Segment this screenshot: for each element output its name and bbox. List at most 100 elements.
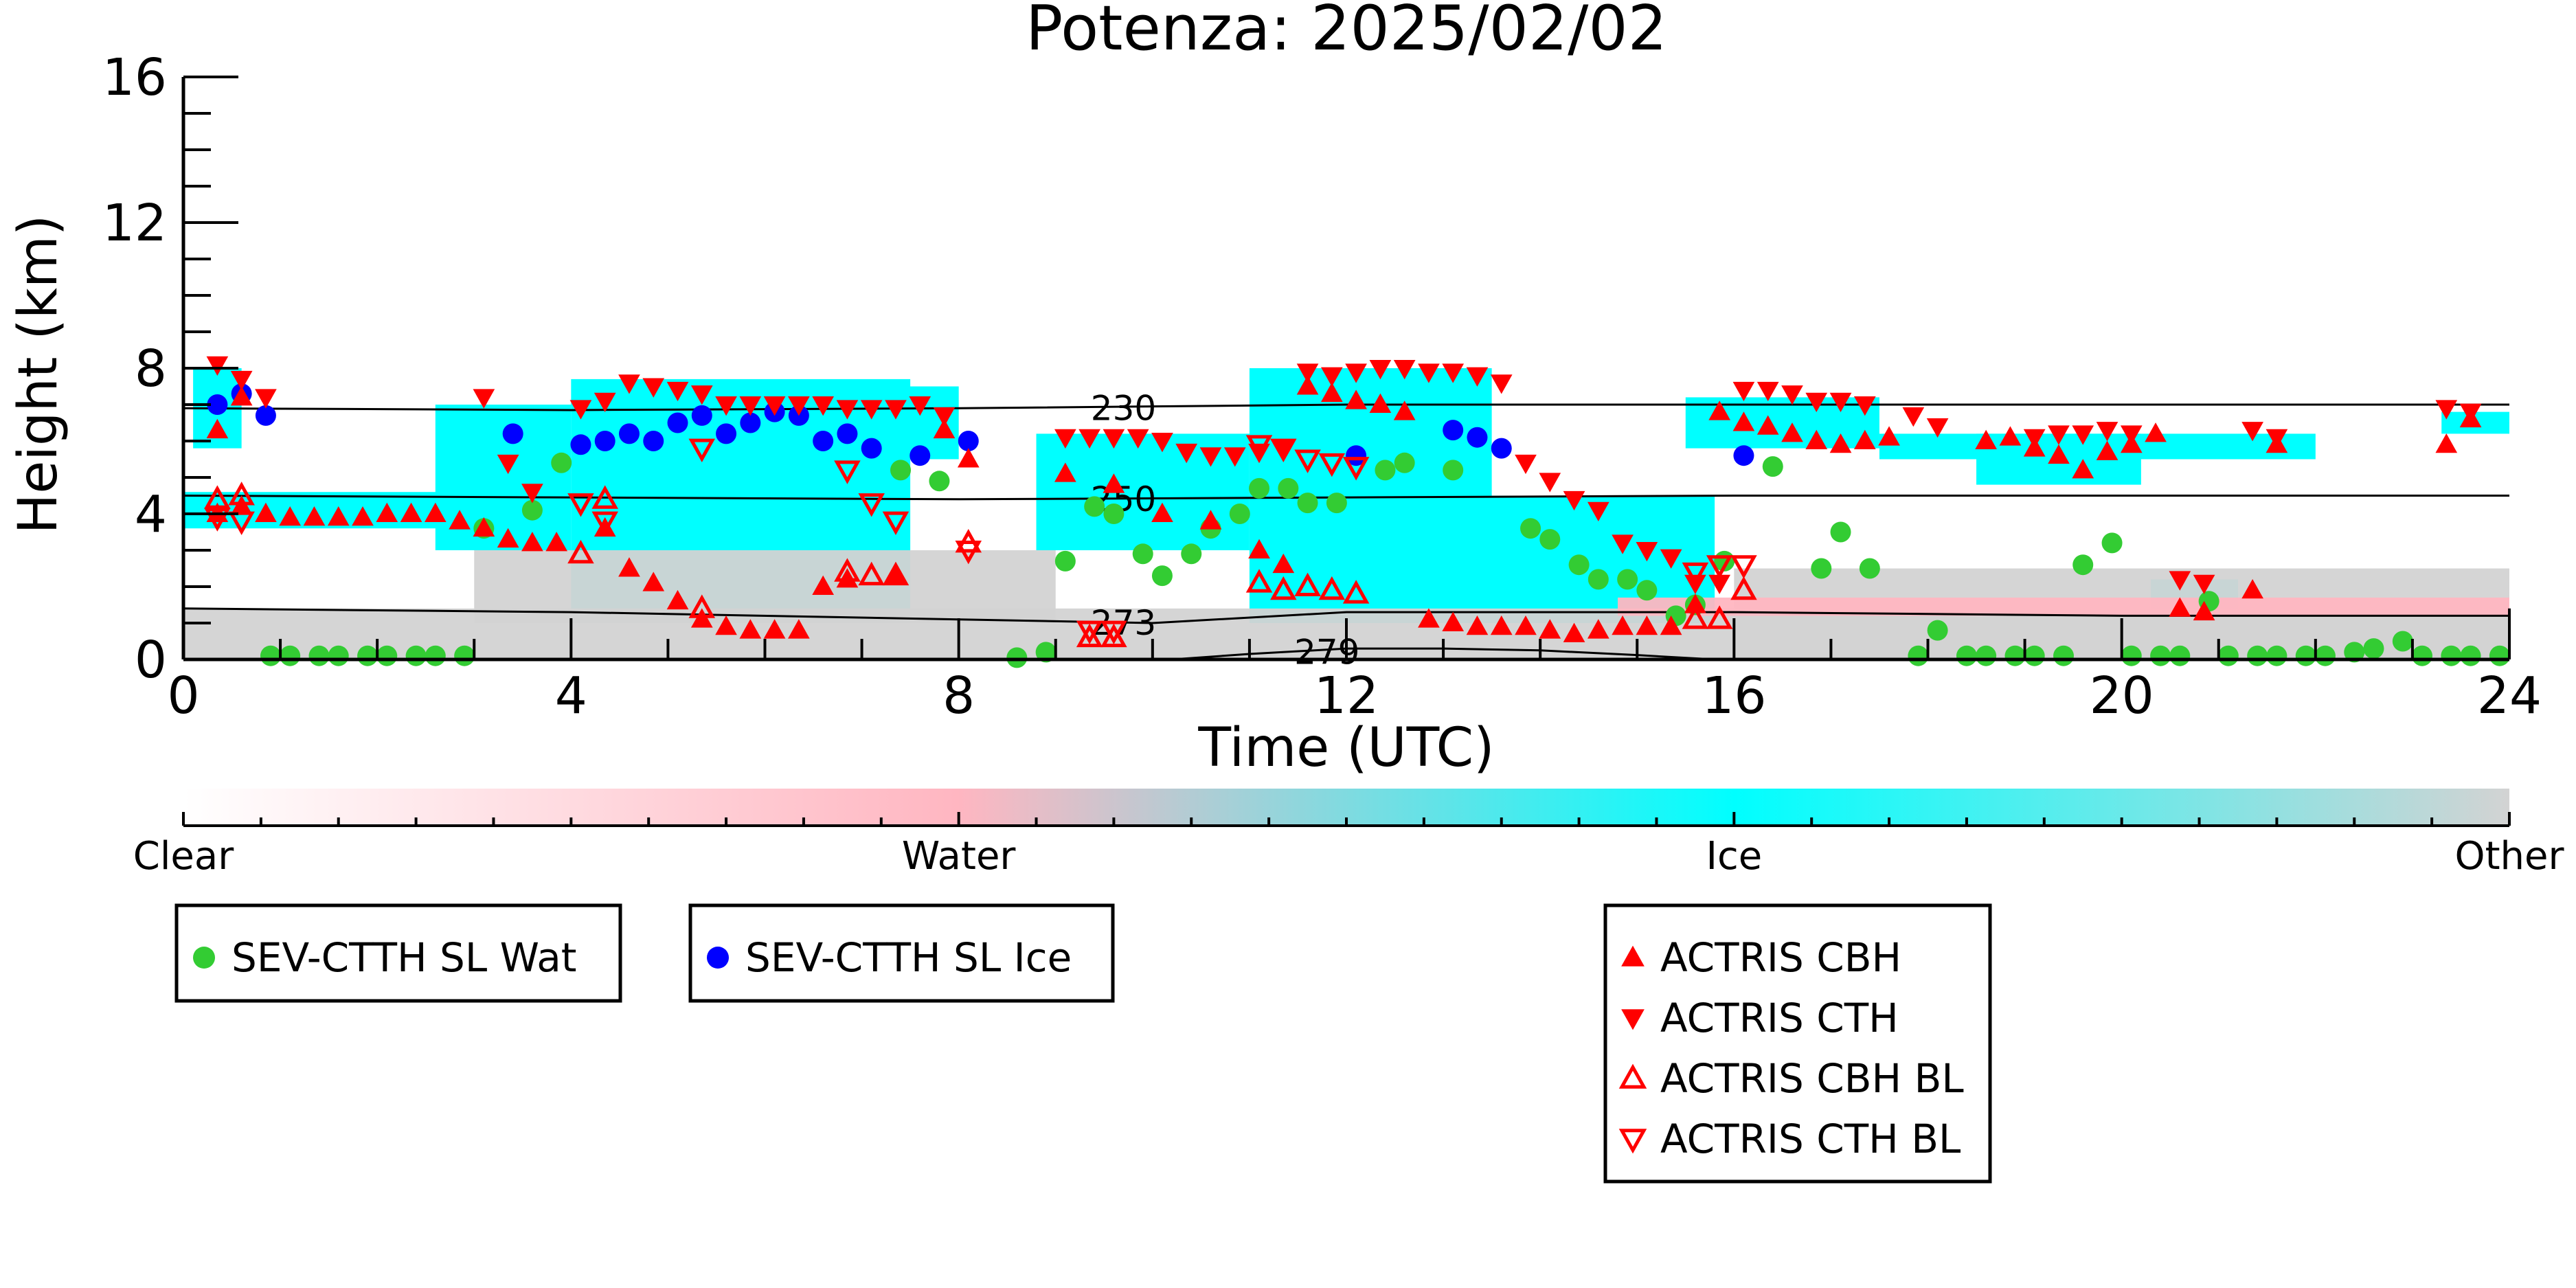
marker-sev-ctth-sl-wat [2363, 638, 2384, 659]
marker-actris-cbh [1272, 553, 1295, 574]
marker-actris-cth [642, 378, 665, 398]
legend-marker [707, 947, 729, 969]
marker-sev-ctth-sl-wat [1229, 504, 1250, 524]
marker-actris-cth [715, 396, 737, 416]
marker-sev-ctth-sl-wat [1568, 554, 1590, 576]
marker-actris-cbh [2169, 597, 2191, 617]
marker-actris-cth [618, 374, 640, 394]
marker-sev-ctth-sl-wat [2314, 645, 2336, 666]
marker-sev-ctth-sl-ice [502, 423, 523, 444]
marker-sev-ctth-sl-wat [2392, 631, 2413, 652]
marker-sev-ctth-sl-ice [958, 431, 979, 451]
marker-sev-ctth-sl-ice [861, 438, 882, 459]
marker-actris-cth-bl [858, 493, 885, 517]
marker-actris-cth-bl [1270, 438, 1297, 463]
marker-actris-cbh [1612, 615, 1634, 635]
marker-actris-cbh [1418, 608, 1440, 628]
marker-sev-ctth-sl-ice [813, 431, 834, 451]
marker-actris-cth [860, 400, 883, 420]
marker-actris-cbh [1708, 400, 1731, 420]
legend-marker [1621, 1009, 1645, 1030]
marker-actris-cbh [1490, 615, 1513, 635]
marker-actris-cth-bl [567, 493, 594, 517]
marker-actris-cth [1926, 418, 1949, 438]
marker-sev-ctth-sl-wat [376, 645, 398, 666]
marker-sev-ctth-sl-ice [837, 423, 858, 444]
marker-actris-cbh [739, 619, 762, 639]
marker-actris-cbh [327, 506, 350, 526]
y-tick-label: 8 [135, 339, 167, 398]
marker-actris-cth-bl [1076, 620, 1103, 645]
marker-actris-cbh [812, 575, 835, 595]
marker-actris-cbh [1296, 375, 1319, 395]
marker-sev-ctth-sl-wat [1151, 565, 1173, 587]
marker-sev-ctth-sl-wat [1084, 496, 1105, 517]
marker-actris-cth-bl [1682, 562, 1709, 587]
marker-actris-cbh [424, 502, 447, 522]
marker-actris-cbh-bl [1294, 572, 1321, 596]
marker-actris-cth [836, 400, 859, 420]
marker-sev-ctth-sl-wat [1326, 493, 1347, 514]
marker-sev-ctth-sl-wat [1181, 543, 1202, 565]
marker-actris-cth-bl [882, 511, 909, 536]
marker-actris-cbh [497, 528, 519, 548]
marker-actris-cbh-bl [567, 539, 594, 564]
legend-marker [1618, 1063, 1647, 1089]
marker-sev-ctth-sl-wat [2412, 645, 2433, 666]
marker-sev-ctth-sl-wat [328, 645, 349, 666]
marker-sev-ctth-sl-wat [425, 645, 446, 666]
marker-actris-cbh [473, 517, 495, 537]
marker-actris-cth [1853, 396, 1876, 416]
marker-actris-cth [2266, 429, 2288, 449]
marker-sev-ctth-sl-ice [1443, 420, 1464, 441]
marker-actris-cbh [2435, 433, 2458, 453]
marker-actris-cth-bl [228, 511, 255, 536]
marker-sev-ctth-sl-wat [1859, 558, 1880, 579]
marker-actris-cbh [1684, 594, 1706, 613]
contour-label-279: 279 [1294, 632, 1359, 672]
legend-label: ACTRIS CTH [1660, 995, 1899, 1041]
marker-actris-cth [569, 400, 592, 420]
marker-sev-ctth-sl-ice [1467, 427, 1488, 448]
marker-sev-ctth-sl-wat [1035, 642, 1057, 663]
marker-sev-ctth-sl-wat [2150, 645, 2171, 666]
legends: SEV-CTTH SL Wat SEV-CTTH SL Ice ACTRIS CBH… [174, 903, 1992, 1184]
marker-actris-cbh [836, 568, 859, 588]
marker-actris-cbh [1103, 473, 1125, 493]
marker-actris-cbh [1563, 622, 1585, 642]
marker-sev-ctth-sl-ice [716, 423, 737, 444]
x-tick-label: 8 [942, 666, 975, 725]
marker-sev-ctth-sl-wat [2053, 645, 2075, 666]
marker-actris-cth [1418, 363, 1440, 383]
marker-sev-ctth-sl-ice [740, 412, 761, 433]
y-tick-label: 12 [102, 194, 167, 253]
marker-actris-cbh-bl [1076, 623, 1103, 648]
marker-actris-cbh [1829, 433, 1852, 453]
marker-actris-cbh-bl [1270, 576, 1297, 600]
marker-actris-cbh-bl [228, 482, 255, 506]
marker-actris-cbh [1853, 429, 1876, 449]
marker-actris-cth [1369, 360, 1392, 380]
marker-sev-ctth-sl-wat [1830, 521, 1851, 543]
marker-actris-cth [1805, 392, 1828, 413]
marker-actris-cbh [2072, 459, 2094, 479]
marker-actris-cth [788, 396, 810, 416]
colorbar-label: Other [2454, 834, 2564, 879]
marker-actris-cth-bl [1730, 555, 1757, 579]
marker-actris-cth-bl [1294, 449, 1321, 473]
marker-sev-ctth-sl-wat [2489, 645, 2510, 666]
marker-actris-cbh [1515, 615, 1537, 635]
marker-actris-cbh [715, 615, 737, 635]
marker-sev-ctth-sl-wat [929, 471, 950, 492]
marker-actris-cbh [545, 532, 568, 552]
marker-sev-ctth-sl-wat [1956, 645, 1977, 666]
marker-actris-cth [2459, 403, 2482, 423]
legend-label: SEV-CTTH SL Ice [745, 934, 1072, 981]
marker-actris-cbh [376, 502, 398, 522]
marker-actris-cbh [1369, 393, 1392, 413]
marker-actris-cbh [521, 532, 543, 552]
legend-actris: ACTRIS CBH ACTRIS CTH ACTRIS CBH BL ACTRIS … [1603, 903, 1992, 1184]
marker-actris-cbh [1345, 389, 1367, 409]
contour-230 [183, 403, 2509, 411]
